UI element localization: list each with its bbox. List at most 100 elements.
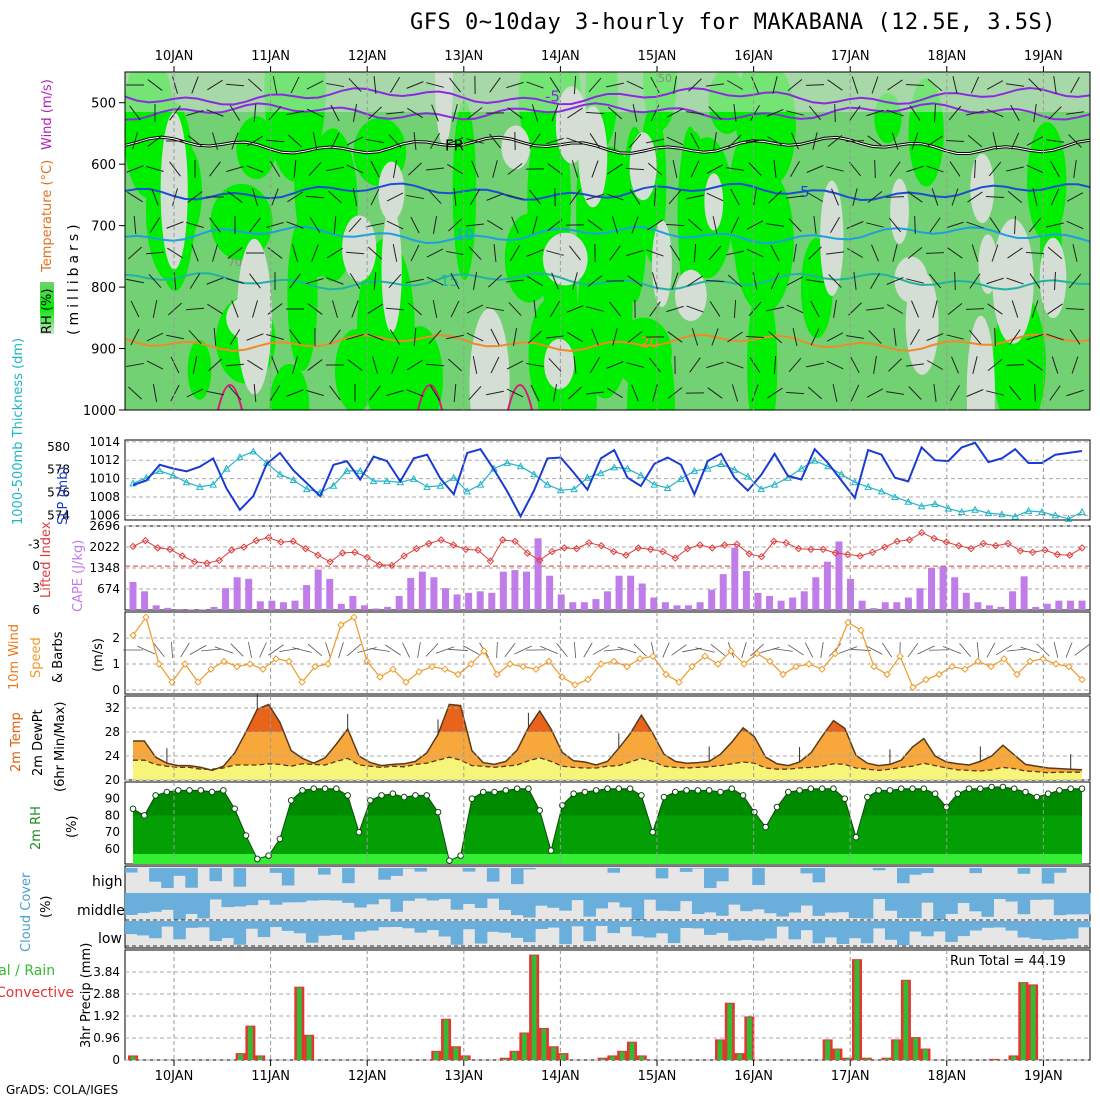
- wind-barb: [613, 131, 617, 151]
- wind-barb: [785, 391, 805, 395]
- wind-barb: [490, 328, 500, 346]
- rh2m-point: [807, 785, 815, 792]
- li-point: [609, 547, 618, 556]
- rh2m-point: [965, 785, 973, 792]
- wind-barb: [333, 215, 337, 235]
- wind-barb: [370, 188, 380, 206]
- wind-barb: [170, 356, 180, 374]
- cloud-bar: [173, 868, 186, 876]
- cloud-bar: [233, 921, 247, 945]
- thickness-point: [423, 482, 431, 490]
- cloud-bar: [318, 868, 331, 875]
- wind-barb: [867, 135, 883, 147]
- cloud-bar: [269, 893, 283, 905]
- wind-barb: [192, 356, 198, 374]
- li-point: [363, 553, 371, 562]
- wind-barb: [846, 221, 864, 229]
- rh2m-point: [208, 788, 216, 796]
- wind-barb: [266, 222, 284, 228]
- wind-barb: [888, 217, 902, 233]
- rh-dry-patch: [236, 238, 272, 395]
- rh2m-point: [818, 785, 826, 792]
- thickness-point: [717, 459, 725, 467]
- wind-barb: [927, 135, 943, 147]
- cape-bar: [650, 597, 658, 610]
- wind-barb: [826, 360, 844, 370]
- cloud-bar: [486, 921, 500, 932]
- cloud-bar: [607, 893, 621, 903]
- rh2m-point: [852, 833, 860, 841]
- wind10-barb: [633, 643, 647, 657]
- wind-barb: [186, 110, 204, 116]
- wind-barb: [606, 193, 624, 201]
- cloud-bar: [354, 921, 367, 932]
- wind-barb: [428, 190, 442, 204]
- cape-bar: [847, 578, 855, 610]
- cloud-bar: [909, 868, 922, 875]
- wind-barb: [665, 223, 685, 227]
- wind10-barb: [976, 641, 980, 659]
- wind10-point: [961, 665, 969, 673]
- wind-barb: [446, 250, 464, 256]
- wind-barb: [687, 218, 703, 232]
- thickness-point: [770, 480, 779, 488]
- wind-barb: [385, 307, 405, 311]
- thickness-point: [730, 465, 739, 473]
- li-point: [979, 539, 988, 548]
- wind-barb: [1066, 389, 1084, 397]
- wind-barb: [586, 306, 604, 312]
- wind-barb: [188, 329, 202, 345]
- wind-barb: [705, 279, 725, 283]
- wind-barb: [265, 139, 285, 143]
- wind-barb: [506, 194, 524, 200]
- wind-barb: [671, 272, 679, 290]
- cape-bar: [534, 538, 542, 610]
- wind10-barb: [279, 647, 299, 653]
- li-point: [782, 539, 790, 547]
- li-point: [794, 544, 803, 553]
- wind-barb: [947, 302, 963, 316]
- rh-dry-patch: [469, 308, 510, 410]
- precip-rain-bar: [463, 1056, 469, 1060]
- wind-barb: [346, 164, 364, 174]
- temp2m-panel: 20 24 28 32 2m Temp 2m DewPt (6hr Min/Max): [9, 694, 1091, 792]
- wind-barb: [312, 132, 318, 150]
- cloud-bar: [993, 893, 1007, 900]
- cloud-bar: [909, 921, 922, 932]
- precip-label-a: Total / Rain: [0, 963, 55, 979]
- wind-barb: [591, 328, 599, 346]
- rh2m-point: [559, 802, 566, 809]
- rh2m-point: [784, 788, 792, 796]
- cloud-bar: [378, 921, 391, 928]
- date-label-top: 16JAN: [734, 49, 773, 64]
- rh2m-point: [739, 792, 747, 799]
- cloud-bar: [667, 921, 681, 944]
- li-tick-label: 0: [32, 559, 40, 573]
- wind-barb: [706, 164, 724, 174]
- cloud-bar: [655, 921, 669, 934]
- wind10-point: [428, 662, 436, 671]
- wind-barb: [531, 104, 539, 122]
- cloud-bar: [595, 921, 608, 927]
- date-label-bottom: 11JAN: [251, 1069, 290, 1084]
- wind-barb: [826, 166, 844, 172]
- thickness-point: [530, 470, 538, 478]
- wind-barb: [868, 330, 882, 344]
- wind-barb: [386, 192, 404, 202]
- wind10-point: [987, 662, 995, 671]
- rh-contour-label: 50: [658, 72, 672, 85]
- cloud-bar: [921, 868, 934, 874]
- dewpt-area: [133, 757, 1082, 780]
- li-point: [585, 539, 593, 547]
- cloud-bar: [305, 921, 319, 943]
- thickness-point: [850, 478, 859, 486]
- pressure-tick-label: 500: [91, 97, 116, 112]
- wind-barb: [691, 328, 699, 346]
- wind-barb: [346, 136, 364, 146]
- wind-barb: [569, 245, 581, 261]
- wind-barb: [1046, 139, 1064, 143]
- wind10-barb: [248, 642, 252, 658]
- wind-barb: [206, 109, 224, 117]
- wind-barb: [672, 160, 678, 178]
- wind-barb: [730, 188, 740, 206]
